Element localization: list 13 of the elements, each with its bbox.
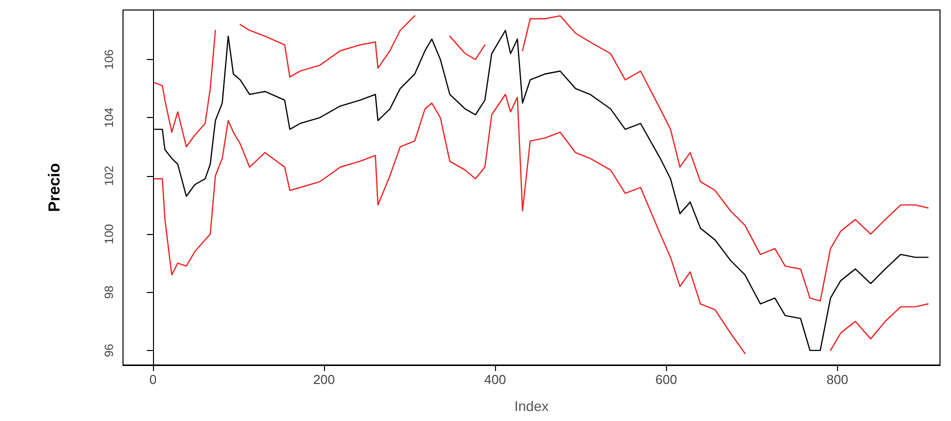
x-tick-label: 800: [826, 372, 848, 387]
x-tick-label: 200: [313, 372, 335, 387]
y-tick-label: 102: [102, 166, 116, 186]
y-tick-label: 100: [102, 224, 116, 244]
y-tick-label: 98: [102, 285, 116, 299]
x-tick-label: 400: [484, 372, 506, 387]
x-tick-label: 0: [149, 372, 157, 387]
y-tick-label: 104: [102, 107, 116, 128]
x-axis-title: Index: [514, 398, 549, 414]
x-tick-label: 600: [655, 372, 678, 387]
y-tick-label: 96: [102, 343, 116, 358]
y-axis-title: Precio: [46, 162, 64, 212]
y-tick-label: 106: [102, 49, 116, 70]
